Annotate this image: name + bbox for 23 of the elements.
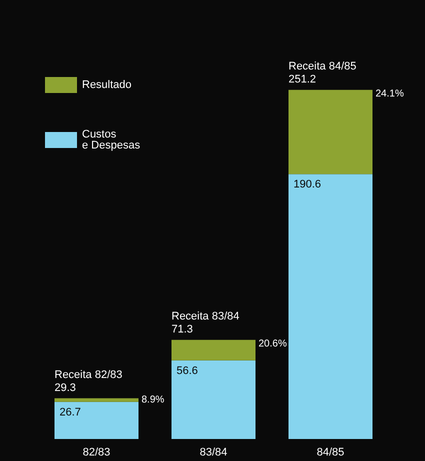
bar [172,360,256,439]
bar [54,402,138,439]
x-tick-label: 82/83 [82,446,110,458]
total-label: 71.3 [172,323,193,336]
bar [172,340,256,360]
annotation: 24.1% [376,88,404,100]
data-label: 190.6 [294,178,322,191]
annotation: Receita 83/84 [172,310,240,322]
legend-label: Resultado [82,79,132,91]
data-label: 56.6 [176,364,198,377]
total-label: 29.3 [54,382,76,394]
annotation: Receita 84/85 [288,60,356,72]
bar [54,398,138,402]
data-label: 26.7 [60,406,81,418]
legend-label: Custos e Despesas [82,128,141,152]
bar [288,174,372,439]
bar [288,90,372,174]
annotation: 8.9% [142,394,164,406]
x-tick-label: 83/84 [200,446,228,458]
annotation: Receita 82/83 [54,368,122,381]
x-tick-label: 84/85 [316,446,344,458]
annotation: 20.6% [258,338,287,350]
total-label: 251.2 [288,73,316,86]
